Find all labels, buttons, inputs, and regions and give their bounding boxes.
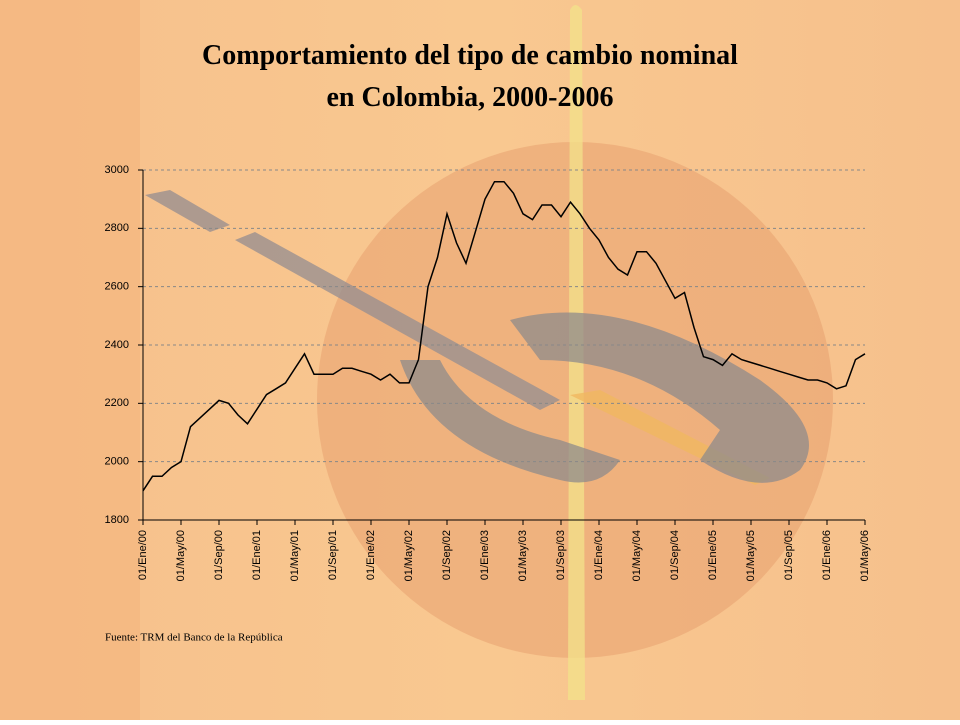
x-tick-label: 01/May/01	[289, 530, 301, 581]
x-tick-label: 01/May/05	[745, 530, 757, 581]
y-tick-label: 2800	[105, 222, 129, 234]
chart-title-line: en Colombia, 2000-2006	[327, 82, 614, 113]
logo-shape	[510, 312, 809, 483]
logo-stripe	[235, 232, 560, 410]
y-tick-label: 2400	[105, 339, 129, 351]
x-tick-label: 01/Sep/03	[555, 530, 567, 580]
x-tick-label: 01/Sep/02	[441, 530, 453, 580]
y-tick-label: 1800	[105, 514, 129, 526]
x-tick-label: 01/Ene/03	[479, 530, 491, 580]
x-tick-label: 01/May/06	[859, 530, 871, 581]
x-tick-label: 01/Sep/00	[213, 530, 225, 580]
plot-area: 1800 2000 2200 2400 2600 2800 3000 01/Ene/00 01/…	[105, 164, 871, 581]
chart-title-line: Comportamiento del tipo de cambio nomina…	[202, 40, 738, 71]
x-tick-label: 01/Ene/02	[365, 530, 377, 580]
logo-stripe	[145, 190, 230, 232]
x-tick-label: 01/Sep/05	[783, 530, 795, 580]
logo-shape	[400, 360, 620, 483]
x-tick-label: 01/May/04	[631, 530, 643, 581]
y-tick-label: 2000	[105, 456, 129, 468]
chart-title: Comportamiento del tipo de cambio nomina…	[202, 40, 738, 113]
data-line	[142, 180, 866, 492]
y-tick-label: 3000	[105, 164, 129, 176]
x-tick-label: 01/Sep/01	[327, 530, 339, 580]
source-note: Fuente: TRM del Banco de la República	[105, 632, 283, 644]
x-tick-label: 01/Ene/00	[137, 530, 149, 580]
x-tick-label: 01/Ene/01	[251, 530, 263, 580]
side-band	[0, 0, 140, 720]
x-tick-label: 01/Ene/06	[821, 530, 833, 580]
y-tick-label: 2200	[105, 397, 129, 409]
x-tick-label: 01/May/03	[517, 530, 529, 581]
x-tick-label: 01/Sep/04	[669, 530, 681, 580]
x-tick-label: 01/Ene/05	[707, 530, 719, 580]
x-tick-label: 01/Ene/04	[593, 530, 605, 580]
y-tick-label: 2600	[105, 281, 129, 293]
x-tick-label: 01/May/02	[403, 530, 415, 581]
x-tick-label: 01/May/00	[175, 530, 187, 581]
